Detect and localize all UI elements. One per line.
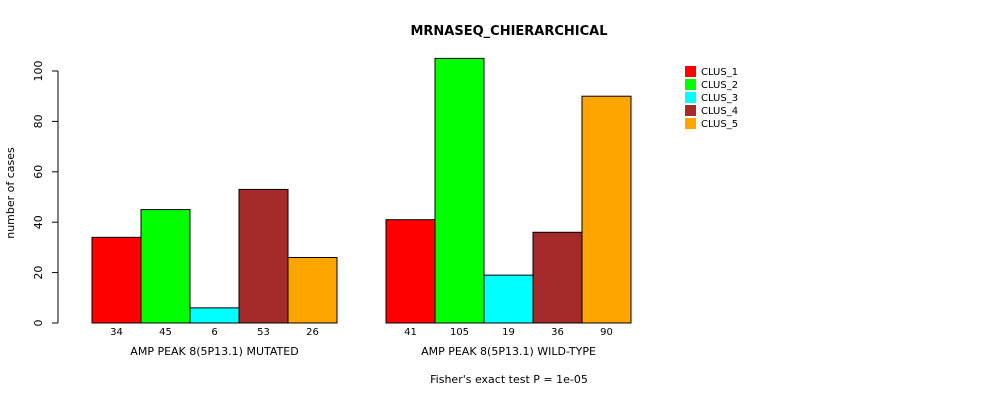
legend: CLUS_1 CLUS_2 CLUS_3 CLUS_4 CLUS_5 — [685, 66, 738, 130]
y-tick-label: 20 — [32, 266, 45, 280]
bar — [532, 231, 583, 324]
y-tick-label: 100 — [32, 61, 45, 82]
legend-swatch — [685, 79, 696, 90]
bar — [434, 57, 485, 324]
legend-swatch — [685, 105, 696, 116]
legend-swatch — [685, 92, 696, 103]
legend-swatch — [685, 118, 696, 129]
y-axis: 0 20 40 60 80 100 — [32, 61, 59, 327]
legend-label: CLUS_5 — [701, 119, 738, 130]
bar-value-label: 6 — [211, 327, 217, 338]
legend-swatch — [685, 66, 696, 77]
bars: 34 45 6 53 26 AMP PEAK 8(5P13.1) MUTATED 41 105… — [91, 57, 632, 358]
y-tick-label: 0 — [32, 320, 45, 327]
group-label: AMP PEAK 8(5P13.1) MUTATED — [130, 345, 298, 358]
bar-value-label: 36 — [551, 327, 564, 338]
bar — [238, 188, 289, 324]
legend-label: CLUS_4 — [701, 106, 738, 117]
bar-value-label: 26 — [306, 327, 319, 338]
bar-value-label: 90 — [600, 327, 613, 338]
bar — [287, 256, 338, 324]
bar — [581, 95, 632, 324]
bar — [189, 307, 240, 324]
bar — [483, 274, 534, 324]
y-tick-label: 40 — [32, 215, 45, 229]
footnote: Fisher's exact test P = 1e-05 — [430, 373, 588, 386]
bar-value-label: 105 — [450, 327, 469, 338]
bar-value-label: 53 — [257, 327, 270, 338]
bar-value-label: 41 — [404, 327, 417, 338]
legend-label: CLUS_3 — [701, 93, 738, 104]
legend-label: CLUS_2 — [701, 80, 738, 91]
y-tick-label: 60 — [32, 165, 45, 179]
y-axis-label: number of cases — [4, 147, 17, 239]
bar — [91, 236, 142, 324]
y-tick-label: 80 — [32, 114, 45, 128]
bar-value-label: 45 — [159, 327, 172, 338]
legend-label: CLUS_1 — [701, 67, 738, 78]
bar — [140, 209, 191, 324]
group-label: AMP PEAK 8(5P13.1) WILD-TYPE — [421, 345, 596, 358]
chart-title: MRNASEQ_CHIERARCHICAL — [410, 24, 607, 39]
bar-value-label: 19 — [502, 327, 515, 338]
bar — [385, 219, 436, 324]
bar-value-label: 34 — [110, 327, 123, 338]
